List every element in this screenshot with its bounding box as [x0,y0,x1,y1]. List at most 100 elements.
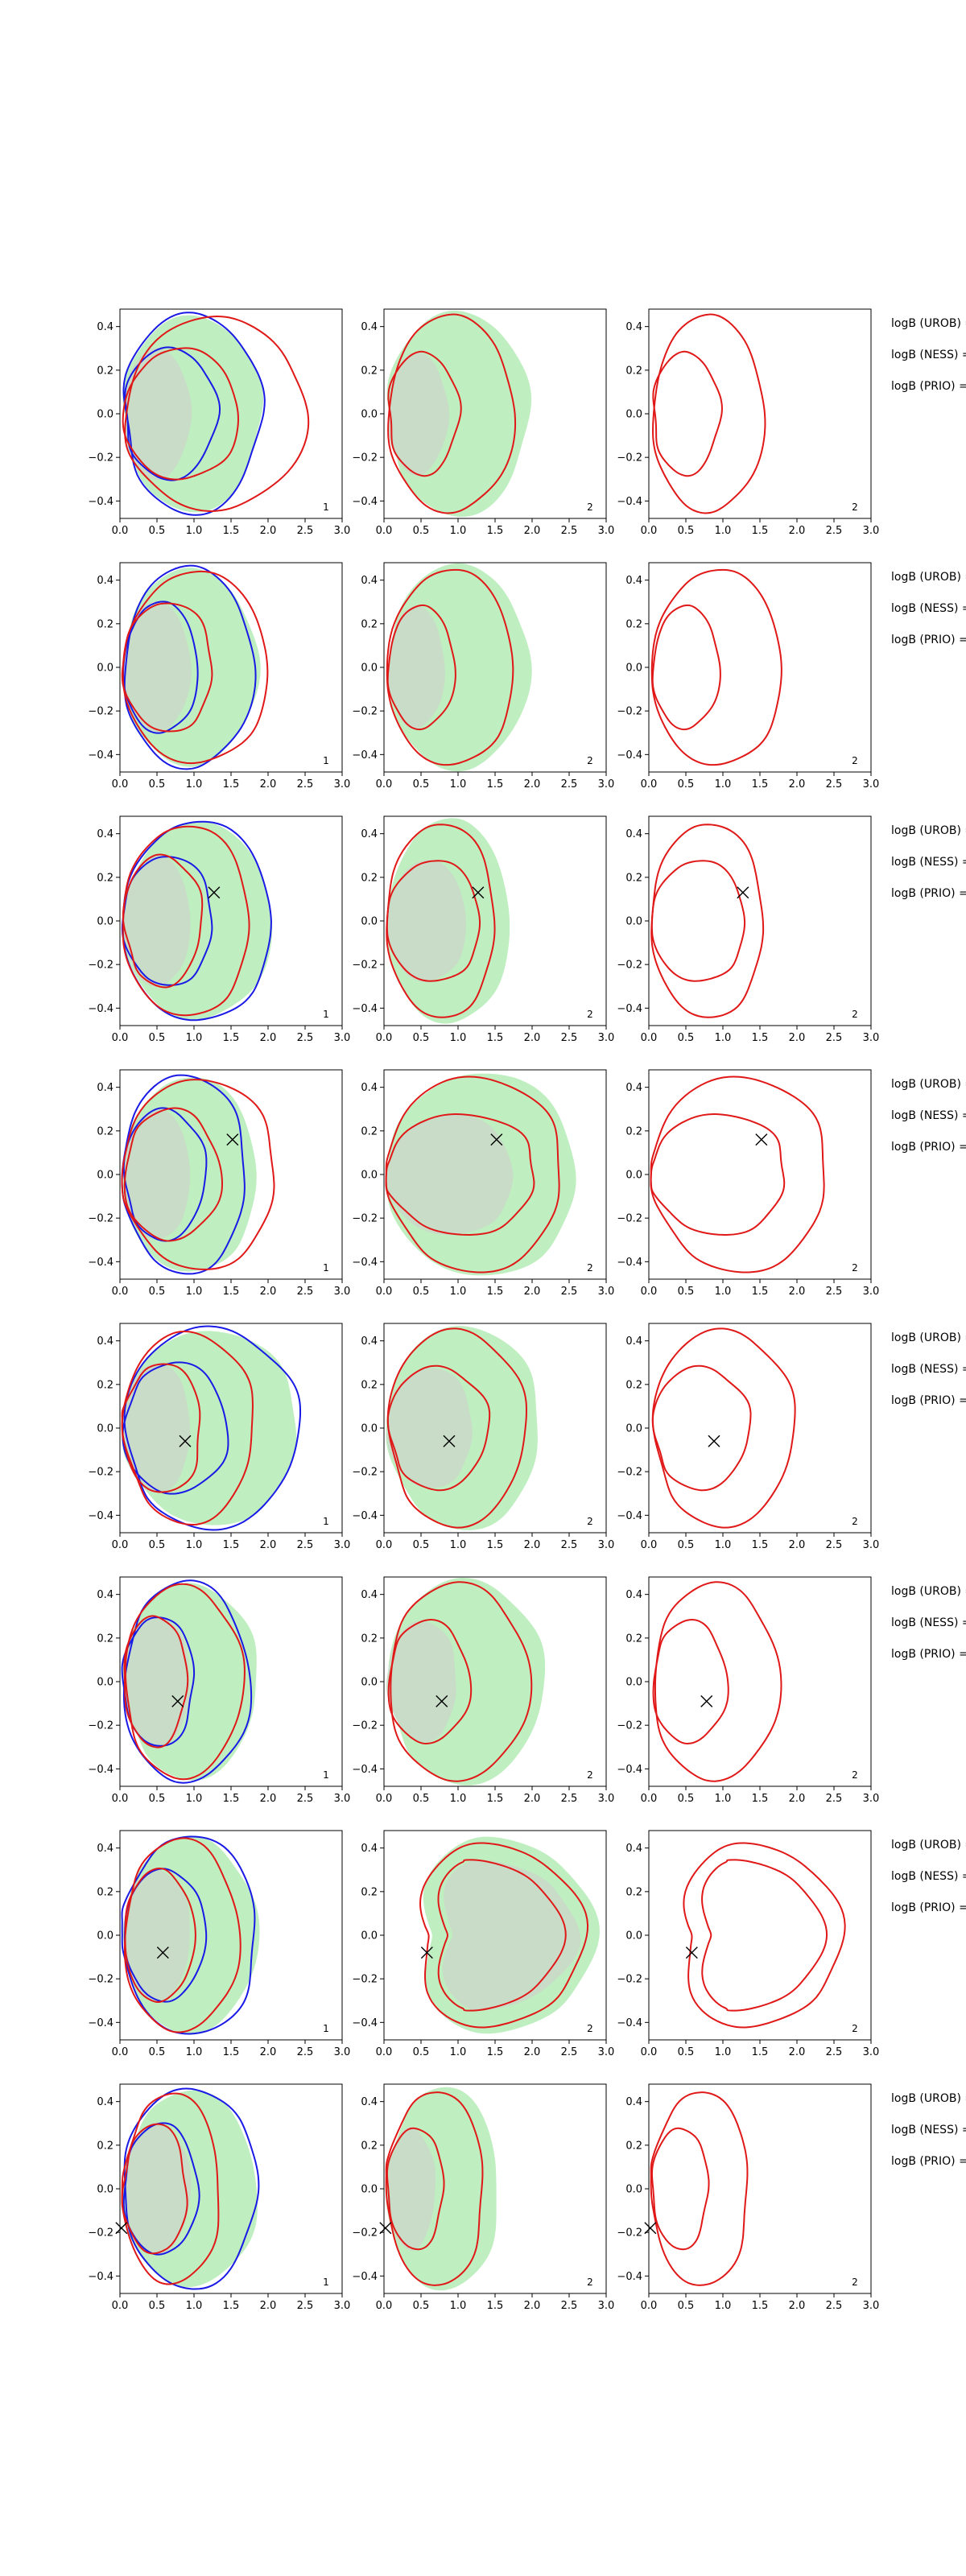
logb-label: logB (UROB) = [891,2092,966,2105]
y-tick-label: 0.4 [97,321,114,333]
x-tick-label: 0.0 [376,1032,393,1044]
y-tick-label: 0.4 [625,828,642,840]
logb-label: logB (PRIO) = [891,2155,966,2168]
x-tick-label: 1.5 [752,2300,769,2312]
x-tick-label: 1.0 [450,2300,467,2312]
truth-marker [171,1695,184,1707]
axes-frame [648,1830,872,2041]
truth-marker [708,1435,720,1447]
x-tick-label: 2.0 [789,2046,806,2058]
x-tick-label: 3.0 [334,2300,351,2312]
panel-tag: 2 [852,1769,858,1781]
row-1: 0.0 0.5 1.0 1.5 2.0 2.5 3.00.40.20.0−0.2−0.4 10… [88,308,966,537]
x-tick-label: 2.0 [260,1032,277,1044]
x-tick-label: 0.0 [376,1286,393,1298]
y-tick-label: 0.0 [625,663,642,675]
x-tick-label: 2.5 [561,2300,578,2312]
x-tick-label: 0.0 [641,1032,658,1044]
red-contour-outer [121,1079,275,1270]
axes-frame [648,308,872,519]
y-tick-label: −0.2 [88,960,114,972]
truth-marker [226,1133,239,1146]
blue-contour-inner [122,2122,200,2256]
y-tick-label: 0.4 [625,575,642,587]
y-tick-label: −0.4 [617,2271,642,2283]
red-contour-outer [419,1842,589,2029]
y-tick-label: −0.2 [88,1974,114,1986]
density-fill-inner [123,1363,191,1493]
panel-row8-col2: 0.0 0.5 1.0 1.5 2.0 2.5 3.0 0.4 0.2 0.0 −0.2 −0.4 2 [352,2083,614,2312]
x-tick-label: 1.5 [752,1032,769,1044]
x-tick-label: 0.0 [641,1793,658,1805]
y-tick-label: −0.4 [617,1764,642,1776]
truth-marker [208,886,221,899]
y-tick-label: 0.0 [97,1170,114,1182]
panel-row7-col3: 0.0 0.5 1.0 1.5 2.0 2.5 3.0 0.4 0.2 0.0 −0.2 −0.4 2 [617,1830,879,2058]
y-tick-label: 0.4 [97,828,114,840]
y-tick-label: 0.4 [361,1335,378,1348]
y-tick-label: 0.4 [97,1335,114,1348]
x-tick-label: 2.5 [561,1286,578,1298]
x-tick-label: 2.5 [561,1539,578,1551]
x-tick-label: 0.0 [112,2300,129,2312]
density-fill-inner [122,1616,190,1747]
red-contour-outer [650,2091,749,2286]
truth-marker [472,886,485,899]
truth-marker [490,1133,503,1146]
panel-tag: 1 [323,1769,329,1781]
panel-row1-col1: 0.0 0.5 1.0 1.5 2.0 2.5 3.0 0.4 0.2 0.0 −0.2 −0.4 1 [88,308,350,537]
logb-label: logB (UROB) = [891,1585,966,1598]
panel-tag: 1 [323,1009,329,1020]
panel-tag: 2 [852,1009,858,1020]
x-tick-label: 2.5 [561,1793,578,1805]
panel-tag: 2 [587,2023,593,2034]
panel-tag: 2 [587,1262,593,1274]
row-7: 0.0 0.5 1.0 1.5 2.0 2.5 3.00.40.20.0−0.2−0.4 10… [88,1830,966,2058]
panel-tag: 2 [852,2277,858,2288]
x-tick-label: 2.0 [789,1793,806,1805]
y-tick-label: −0.4 [88,2017,114,2029]
x-tick-label: 1.0 [450,1539,467,1551]
row-4: 0.0 0.5 1.0 1.5 2.0 2.5 3.00.40.20.0−0.2−0.4 10… [88,1069,966,1298]
x-tick-label: 2.5 [826,1539,843,1551]
x-tick-label: 1.5 [223,1032,240,1044]
y-tick-label: −0.4 [88,1257,114,1269]
y-tick-label: 0.0 [97,1423,114,1435]
truth-marker [700,1695,713,1707]
x-tick-label: 1.0 [186,1793,203,1805]
x-tick-label: 3.0 [863,778,880,791]
x-tick-label: 1.5 [223,1793,240,1805]
y-tick-label: 0.4 [361,1082,378,1094]
y-tick-label: 0.0 [97,2184,114,2196]
y-tick-label: −0.4 [352,496,378,508]
density-fill-inner [123,1109,191,1240]
truth-marker [436,1695,448,1707]
x-tick-label: 1.0 [715,525,732,537]
panel-tag: 1 [323,1516,329,1527]
x-tick-label: 3.0 [598,1793,615,1805]
truth-marker [179,1435,192,1447]
y-tick-label: 0.0 [625,1930,642,1942]
x-tick-label: 1.5 [487,778,504,791]
y-tick-label: 0.4 [361,575,378,587]
x-tick-label: 0.5 [413,1286,430,1298]
y-tick-label: 0.0 [361,663,378,675]
y-tick-label: −0.2 [617,1467,642,1479]
x-tick-label: 0.0 [641,1286,658,1298]
y-tick-label: −0.4 [88,1510,114,1522]
panel-row8-col1: 0.0 0.5 1.0 1.5 2.0 2.5 3.0 0.4 0.2 0.0 −0.2 −0.4 1 [88,2083,351,2312]
panel-tag: 1 [323,502,329,513]
panel-row1-col3: 0.0 0.5 1.0 1.5 2.0 2.5 3.0 0.4 0.2 0.0 −0.2 −0.4 2 [617,308,879,537]
x-tick-label: 0.0 [641,778,658,791]
x-tick-label: 0.0 [376,2046,393,2058]
y-tick-label: 0.4 [625,1589,642,1601]
panel-tag: 1 [323,2277,329,2288]
red-contour-inner [386,2127,445,2251]
density-fill-inner [386,1114,514,1235]
axes-frame [648,2083,872,2294]
y-tick-label: 0.2 [97,872,114,884]
panel-row5-col3: 0.0 0.5 1.0 1.5 2.0 2.5 3.0 0.4 0.2 0.0 −0.2 −0.4 2 [617,1323,879,1551]
logb-label: logB (NESS) = [891,349,966,361]
red-contour-outer [650,824,765,1018]
x-tick-label: 2.5 [297,2300,314,2312]
